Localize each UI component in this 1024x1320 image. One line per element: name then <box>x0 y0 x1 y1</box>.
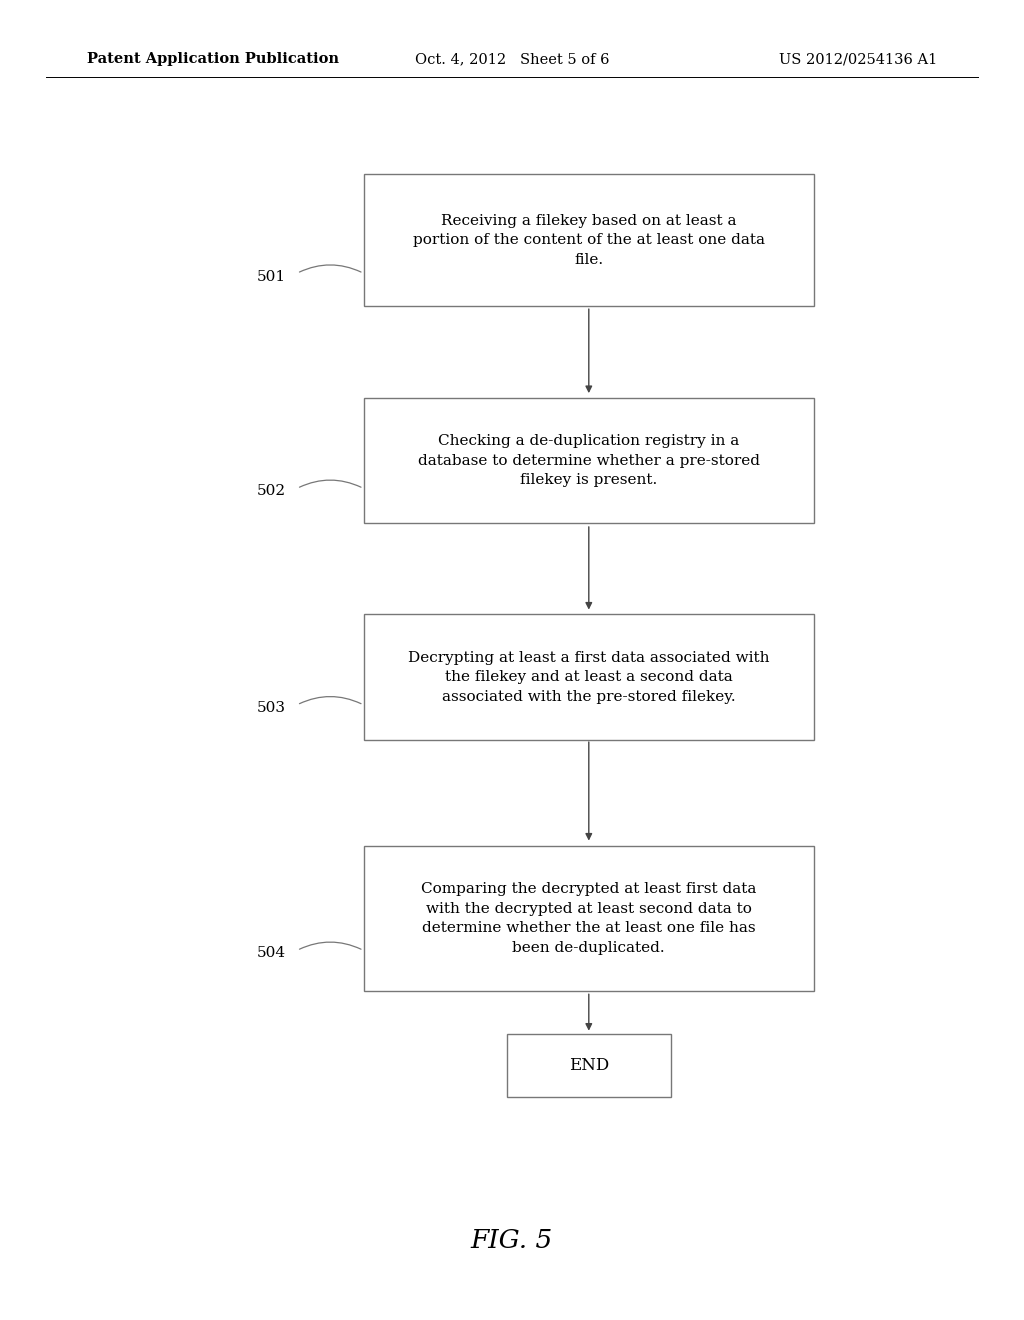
Text: FIG. 5: FIG. 5 <box>471 1229 553 1253</box>
Bar <box>364 174 814 306</box>
Text: Decrypting at least a first data associated with
the filekey and at least a seco: Decrypting at least a first data associa… <box>408 651 770 704</box>
Text: Oct. 4, 2012   Sheet 5 of 6: Oct. 4, 2012 Sheet 5 of 6 <box>415 53 609 66</box>
Text: 501: 501 <box>257 271 286 284</box>
Text: Receiving a filekey based on at least a
portion of the content of the at least o: Receiving a filekey based on at least a … <box>413 214 765 267</box>
Text: Comparing the decrypted at least first data
with the decrypted at least second d: Comparing the decrypted at least first d… <box>421 883 757 954</box>
Bar <box>364 846 814 991</box>
Text: 503: 503 <box>257 701 286 714</box>
Bar <box>364 615 814 739</box>
Text: END: END <box>568 1057 609 1073</box>
Bar <box>507 1034 671 1097</box>
Text: US 2012/0254136 A1: US 2012/0254136 A1 <box>778 53 937 66</box>
Bar <box>364 399 814 523</box>
Text: 502: 502 <box>257 484 286 498</box>
Text: 504: 504 <box>257 946 286 960</box>
Text: Checking a de-duplication registry in a
database to determine whether a pre-stor: Checking a de-duplication registry in a … <box>418 434 760 487</box>
Text: Patent Application Publication: Patent Application Publication <box>87 53 339 66</box>
